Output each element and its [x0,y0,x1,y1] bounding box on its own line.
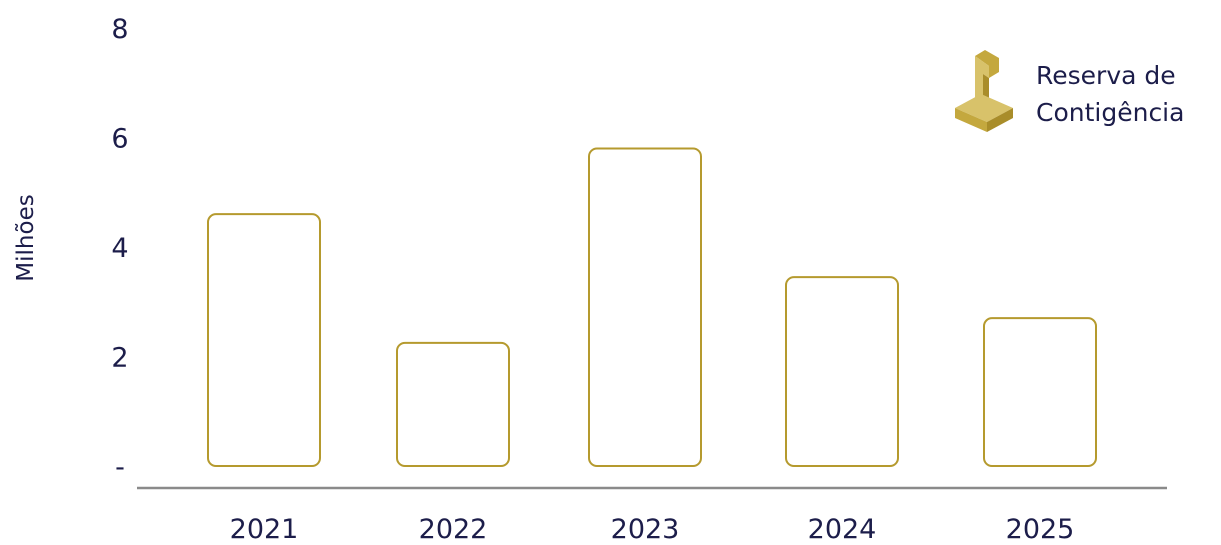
y-axis-ticks: - 2 4 6 8 [111,14,128,483]
x-tick-label: 2023 [611,514,680,545]
y-tick-label: 8 [111,14,128,45]
legend-label-line-1: Reserva de [1036,61,1176,90]
y-tick-label: - [115,452,125,483]
y-axis-label: Milhões [13,194,39,281]
x-axis-ticks: 2021 2022 2023 2024 2025 [230,514,1075,545]
legend: Reserva de Contigência [955,50,1184,132]
y-tick-label: 6 [111,124,128,155]
y-tick-label: 2 [111,343,128,374]
bar [207,213,321,467]
bars [207,147,1097,467]
x-tick-label: 2021 [230,514,299,545]
bar [785,276,899,467]
y-tick-label: 4 [111,233,128,264]
legend-label-line-2: Contigência [1036,98,1184,127]
x-tick-label: 2025 [1006,514,1075,545]
podium-flag-icon [955,50,1013,132]
x-tick-label: 2022 [419,514,488,545]
x-tick-label: 2024 [808,514,877,545]
bar [396,341,510,467]
bar [983,317,1097,467]
bar [588,147,702,467]
